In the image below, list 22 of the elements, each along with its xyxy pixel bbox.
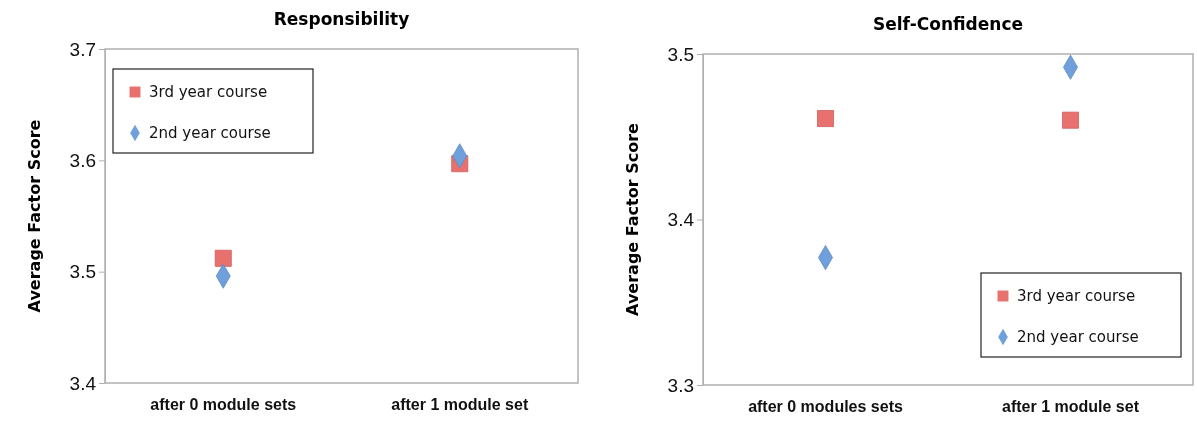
legend-label: 3rd year course <box>149 83 268 101</box>
point <box>817 110 834 128</box>
point <box>214 249 232 267</box>
chart-title: Self-Confidence <box>872 14 1024 34</box>
x-tick-label: after 0 modules sets <box>748 398 903 416</box>
y-tick-label: 3.7 <box>69 38 96 60</box>
legend-label: 2nd year course <box>149 124 271 142</box>
legend-label: 3rd year course <box>1017 287 1136 305</box>
y-tick-label: 3.4 <box>667 209 695 231</box>
x-tick-label: after 1 module set <box>1002 398 1140 416</box>
y-tick-label: 3.6 <box>69 149 96 171</box>
y-tick-label: 3.3 <box>667 374 694 396</box>
point <box>1062 111 1079 129</box>
y-tick-label: 3.5 <box>667 43 694 65</box>
chart-title: Responsibility <box>273 9 410 29</box>
legend-label: 2nd year course <box>1017 328 1139 346</box>
y-axis-title: Average Factor Score <box>25 119 44 313</box>
y-tick-label: 3.4 <box>69 372 97 394</box>
y-axis-title: Average Factor Score <box>623 122 642 316</box>
x-tick-label: after 1 module set <box>391 396 529 414</box>
y-tick-label: 3.5 <box>69 261 96 283</box>
x-tick-label: after 0 module sets <box>150 396 297 414</box>
